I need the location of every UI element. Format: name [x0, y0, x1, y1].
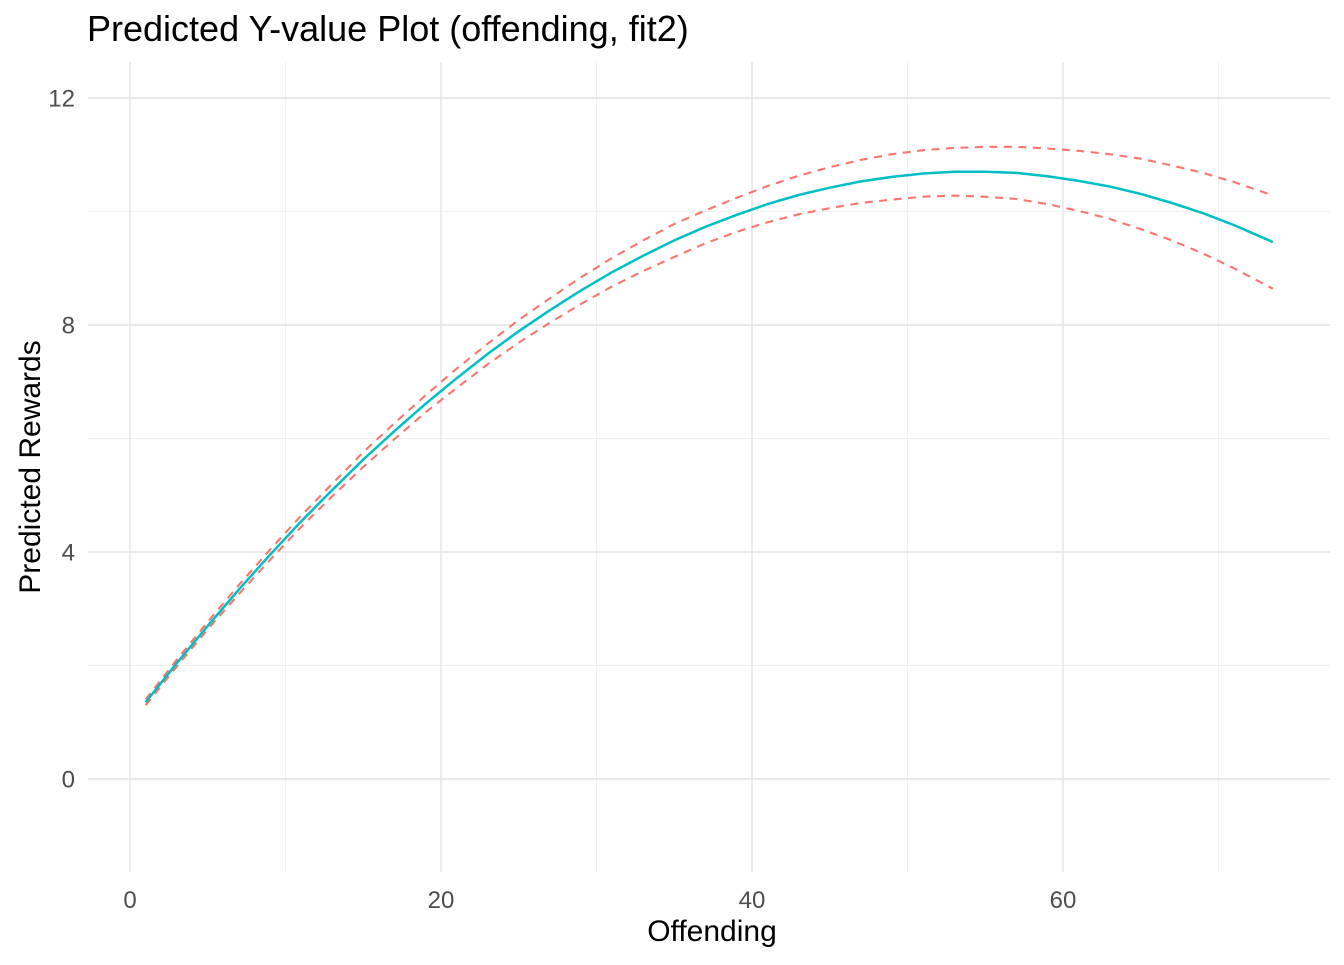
fit-line — [144, 170, 1274, 704]
upper-ci-line — [144, 145, 1274, 701]
plot-title: Predicted Y-value Plot (offending, fit2) — [87, 8, 689, 49]
gridlines-major — [88, 62, 1330, 872]
x-tick-label: 20 — [428, 887, 455, 914]
gridlines-minor — [88, 62, 1330, 872]
x-axis-title: Offending — [647, 915, 777, 948]
y-tick-label: 8 — [62, 313, 75, 340]
y-axis-title: Predicted Rewards — [14, 340, 47, 593]
y-tick-label: 12 — [48, 86, 75, 113]
x-tick-label: 60 — [1050, 887, 1077, 914]
x-tick-labels: 0 20 40 60 — [123, 887, 1076, 914]
x-tick-label: 0 — [123, 887, 136, 914]
x-tick-label: 40 — [739, 887, 766, 914]
series-group — [144, 145, 1274, 706]
y-tick-label: 4 — [62, 540, 75, 567]
y-tick-label: 0 — [62, 767, 75, 794]
y-tick-labels: 0 4 8 12 — [48, 86, 75, 794]
